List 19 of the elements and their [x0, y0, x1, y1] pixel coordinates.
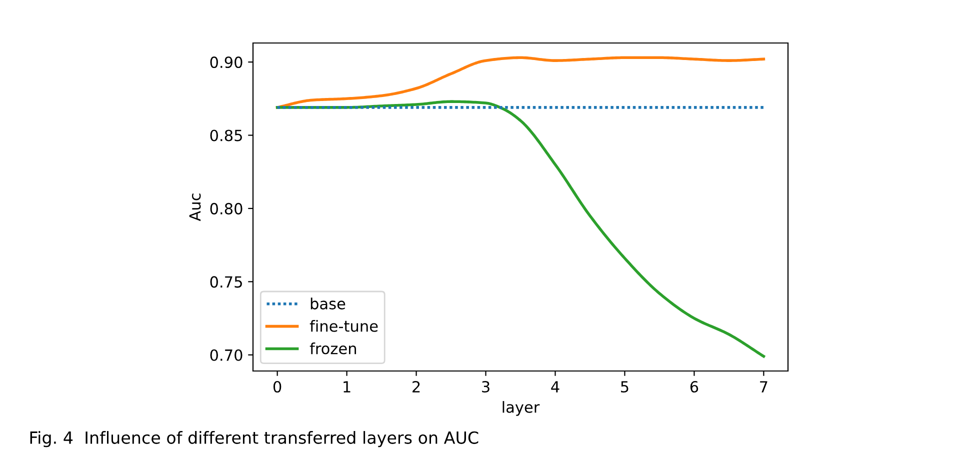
x-tick-label: 4	[551, 381, 560, 392]
x-tick-label: 7	[760, 381, 768, 392]
x-tick-label: 1	[344, 381, 350, 392]
y-axis-title: Auc	[189, 194, 201, 222]
x-tick-label: 0	[273, 380, 282, 393]
legend-label: frozen	[310, 342, 356, 354]
x-axis-title: layer	[502, 401, 540, 416]
y-tick-label: 0.80	[210, 202, 242, 214]
x-tick-label: 2	[412, 380, 420, 392]
x-tick-label: 3	[482, 380, 490, 393]
caption: Fig. 4 Influence of different transferred layers on AUC	[30, 431, 478, 448]
x-tick-label: 6	[690, 380, 698, 393]
legend-label: base	[310, 298, 346, 310]
y-tick-label: 0.90	[210, 56, 242, 68]
y-tick-label: 0.75	[210, 276, 242, 288]
y-tick-label: 0.70	[210, 349, 242, 361]
legend-label: fine-tune	[310, 320, 378, 332]
y-tick-label: 0.85	[210, 130, 242, 142]
x-tick-label: 5	[621, 381, 628, 393]
